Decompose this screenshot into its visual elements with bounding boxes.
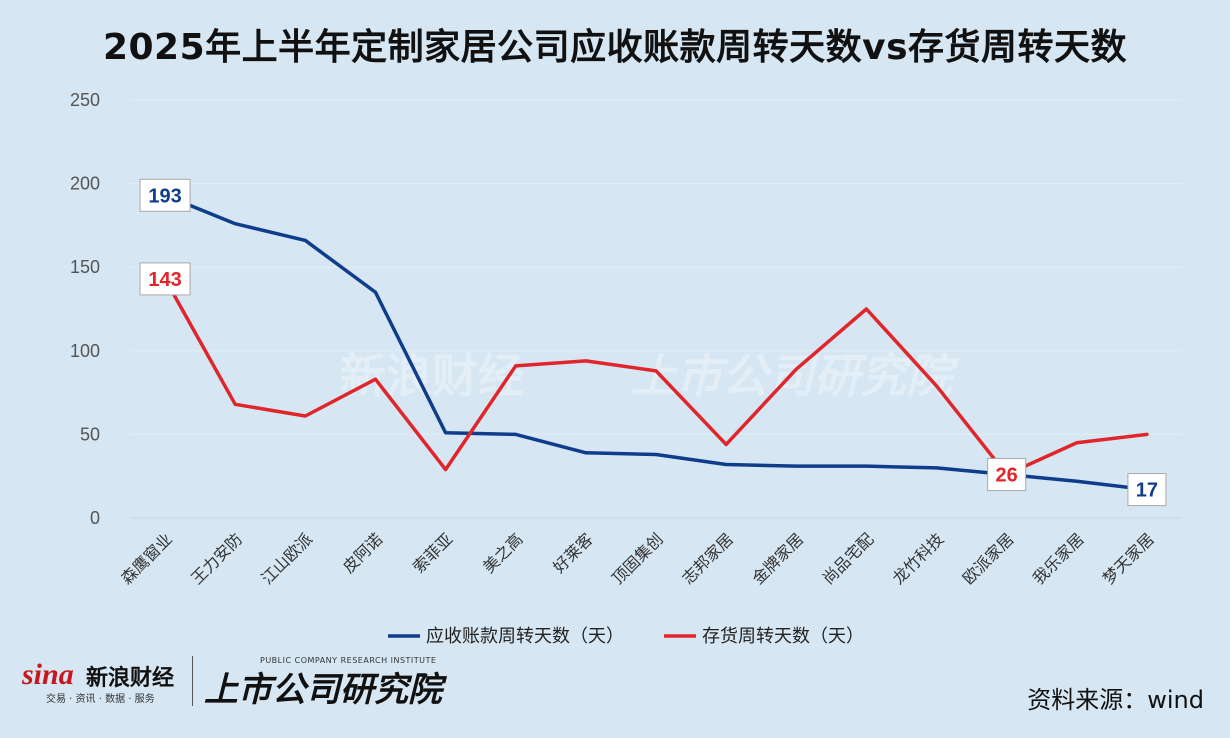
x-tick-label: 皮阿诺 <box>339 529 386 576</box>
logo-divider <box>192 656 193 706</box>
sina-finance-name: 新浪财经 <box>86 666 175 691</box>
data-point <box>233 402 237 406</box>
x-tick-label: 好莱客 <box>549 529 596 576</box>
series-line-0 <box>163 193 1149 492</box>
data-label-box <box>139 178 191 212</box>
data-point <box>654 369 658 373</box>
x-axis-ticks: 森鹰窗业 王力安防 江山欧派 皮阿诺 索菲亚 美之高 好莱客 顶固集创 志邦家居 金牌家居 尚品宅配… <box>117 529 1158 588</box>
data-label-box <box>139 262 191 296</box>
x-tick-label: 龙竹科技 <box>889 529 948 588</box>
data-point <box>514 364 518 368</box>
x-tick-label: 志邦家居 <box>678 529 737 588</box>
data-point <box>864 464 868 468</box>
data-point <box>584 451 588 455</box>
x-tick-label: 顶固集创 <box>608 529 667 588</box>
data-point <box>1145 432 1149 436</box>
data-point <box>373 377 377 381</box>
legend: 应收账款周转天数（天） 存货周转天数（天） <box>388 626 864 647</box>
legend-label-0: 应收账款周转天数（天） <box>426 626 624 647</box>
data-point <box>444 468 448 472</box>
data-point <box>303 414 307 418</box>
x-tick-label: 索菲亚 <box>409 529 456 576</box>
sina-finance-tagline: 交易 · 资讯 · 数据 · 服务 <box>46 694 155 705</box>
grid-lines <box>130 99 1182 519</box>
data-point <box>584 359 588 363</box>
x-tick-label: 森鹰窗业 <box>117 529 176 588</box>
data-point <box>794 464 798 468</box>
data-point <box>935 384 939 388</box>
data-point <box>1075 441 1079 445</box>
sina-logo: sina <box>22 658 74 691</box>
source-note: 资料来源：wind <box>1027 686 1204 714</box>
series-line-1 <box>163 277 1149 477</box>
x-tick-label: 梦天家居 <box>1099 529 1158 588</box>
y-tick-label: 250 <box>70 90 100 110</box>
data-label-box <box>1127 473 1167 507</box>
data-point <box>514 432 518 436</box>
data-point <box>654 452 658 456</box>
data-point <box>724 462 728 466</box>
x-tick-label: 尚品宅配 <box>819 529 878 588</box>
data-point <box>794 367 798 371</box>
legend-label-1: 存货周转天数（天） <box>702 626 864 647</box>
data-point <box>303 238 307 242</box>
y-tick-label: 0 <box>90 508 100 528</box>
data-label-box <box>987 458 1027 492</box>
y-tick-label: 50 <box>80 424 100 444</box>
data-label: 17 <box>1136 480 1158 502</box>
x-tick-label: 美之高 <box>479 529 526 576</box>
x-tick-label: 我乐家居 <box>1029 529 1088 588</box>
x-tick-label: 王力安防 <box>187 529 246 588</box>
data-label: 26 <box>996 465 1018 487</box>
data-point <box>864 307 868 311</box>
data-label: 143 <box>148 269 181 291</box>
data-point <box>373 290 377 294</box>
series-lines <box>163 193 1149 492</box>
data-point <box>444 431 448 435</box>
data-labels: 193 143 26 17 <box>139 178 1167 507</box>
x-tick-label: 欧派家居 <box>959 529 1018 588</box>
data-point <box>1075 479 1079 483</box>
data-point <box>935 466 939 470</box>
chart-title: 2025年上半年定制家居公司应收账款周转天数vs存货周转天数 <box>102 27 1128 68</box>
institute-logo: 上市公司研究院 <box>204 670 442 710</box>
institute-en-name: PUBLIC COMPANY RESEARCH INSTITUTE <box>260 656 437 665</box>
data-point <box>233 222 237 226</box>
y-axis-ticks: 0 50 100 150 200 250 <box>70 90 100 528</box>
data-label: 193 <box>148 185 181 207</box>
y-tick-label: 100 <box>70 341 100 361</box>
y-tick-label: 150 <box>70 257 100 277</box>
x-tick-label: 江山欧派 <box>257 529 316 588</box>
y-tick-label: 200 <box>70 174 100 194</box>
x-tick-label: 金牌家居 <box>748 529 807 588</box>
data-point <box>724 442 728 446</box>
